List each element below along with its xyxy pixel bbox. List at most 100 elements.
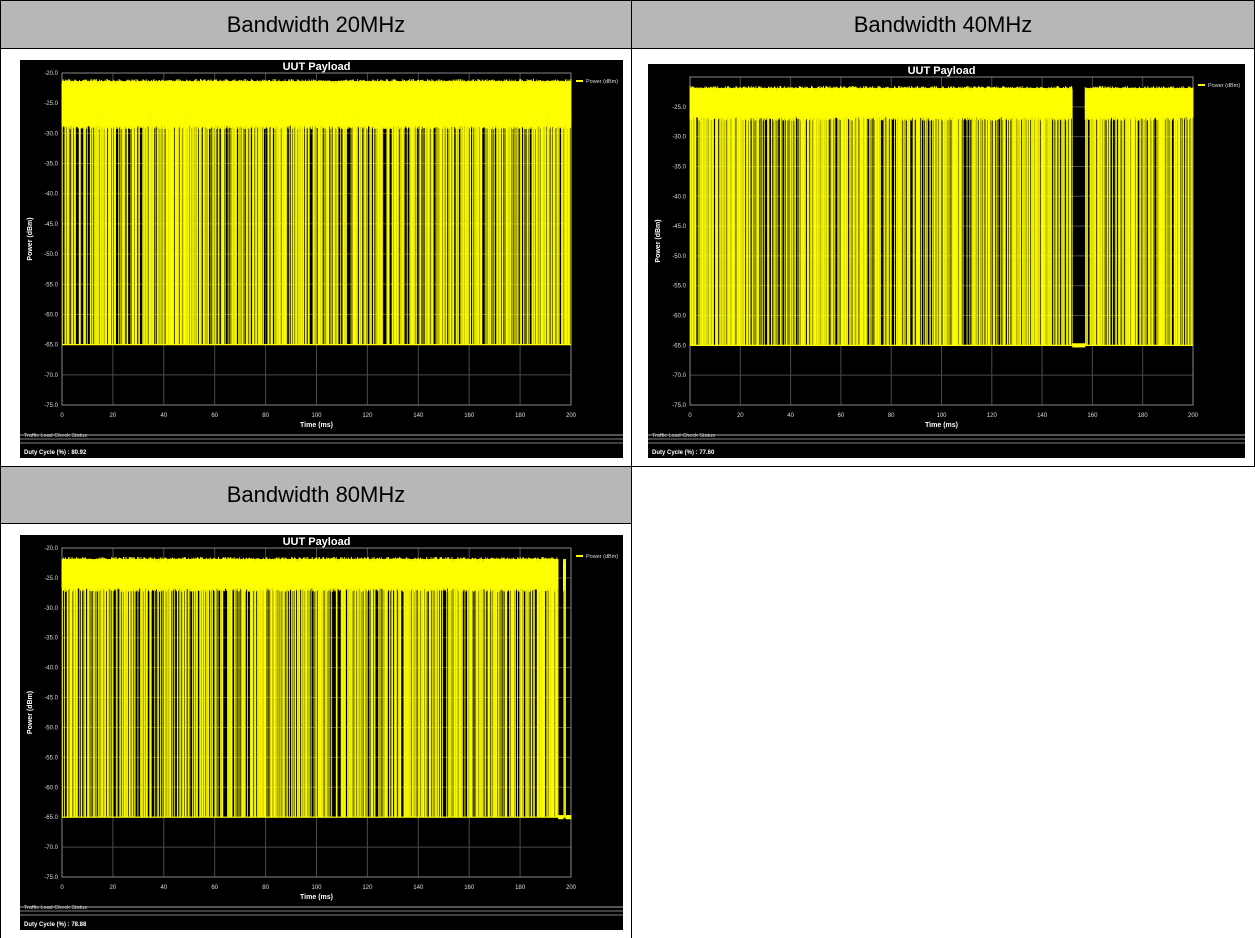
duty-cycle-label: Duty Cycle (%) : 80.92 xyxy=(24,450,87,456)
y-tick-label: -55.0 xyxy=(672,284,686,290)
x-tick-label: 80 xyxy=(262,885,269,891)
y-tick-label: -65.0 xyxy=(44,815,58,821)
header-bandwidth-40: Bandwidth 40MHz xyxy=(632,1,1254,48)
x-tick-label: 140 xyxy=(413,413,424,419)
x-tick-label: 180 xyxy=(515,885,526,891)
table-border-left xyxy=(0,0,1,938)
chart-title: UUT Payload xyxy=(283,536,351,548)
y-tick-label: -60.0 xyxy=(44,785,58,791)
y-tick-label: -35.0 xyxy=(44,162,58,168)
chart-80mhz: UUT Payload 0 20 40 60 80 100 120 140 160 180 200 -2… xyxy=(20,536,623,928)
y-tick-label: -25.0 xyxy=(672,105,686,111)
plot-area xyxy=(61,547,572,878)
x-axis-label: Time (ms) xyxy=(925,422,958,429)
burst-band xyxy=(563,558,566,581)
chart-panel-40mhz: UUT Payload 0 20 40 60 80 100 120 140 160 180 200 -2… xyxy=(648,64,1245,458)
power-trace xyxy=(689,85,1194,348)
x-tick-label: 100 xyxy=(311,885,322,891)
burst-band xyxy=(62,81,571,114)
x-tick-label: 60 xyxy=(211,413,218,419)
x-tick-label: 200 xyxy=(566,885,577,891)
y-tick-label: -20.0 xyxy=(44,71,58,77)
y-tick-label: -40.0 xyxy=(44,192,58,198)
y-tick-label: -25.0 xyxy=(44,101,58,107)
y-tick-label: -65.0 xyxy=(672,343,686,349)
power-trace xyxy=(61,556,572,820)
y-tick-label: -55.0 xyxy=(44,282,58,288)
x-tick-label: 140 xyxy=(1037,413,1048,419)
chart-panel-20mhz: UUT Payload 0 20 40 60 80 100 120 140 160 180 200 -2… xyxy=(20,60,623,458)
y-tick-label: -40.0 xyxy=(672,194,686,200)
x-tick-label: 100 xyxy=(936,413,947,419)
x-tick-label: 20 xyxy=(737,413,744,419)
y-axis-label: Power (dBm) xyxy=(27,217,34,260)
y-tick-label: -50.0 xyxy=(44,252,58,258)
y-tick-label: -75.0 xyxy=(44,875,58,881)
header-label: Bandwidth 20MHz xyxy=(226,11,406,37)
status-title: Traffic Load Check Status xyxy=(24,433,87,439)
y-tick-label: -70.0 xyxy=(672,373,686,379)
chart-title: UUT Payload xyxy=(283,61,351,73)
x-tick-label: 140 xyxy=(413,885,424,891)
y-tick-label: -50.0 xyxy=(44,725,58,731)
duty-cycle-label: Duty Cycle (%) : 77.60 xyxy=(652,450,715,456)
burst-band xyxy=(690,87,1073,110)
x-tick-label: 200 xyxy=(566,413,577,419)
x-tick-label: 200 xyxy=(1188,413,1199,419)
x-tick-label: 160 xyxy=(464,885,475,891)
y-tick-label: -45.0 xyxy=(44,696,58,702)
header-label: Bandwidth 40MHz xyxy=(853,11,1033,37)
power-trace xyxy=(61,79,572,346)
legend-label: Power (dBm) xyxy=(586,554,618,560)
y-tick-label: -60.0 xyxy=(44,312,58,318)
chart-40mhz: UUT Payload 0 20 40 60 80 100 120 140 160 180 200 -2… xyxy=(648,65,1245,456)
y-tick-label: -30.0 xyxy=(44,606,58,612)
x-tick-label: 20 xyxy=(110,413,117,419)
x-tick-label: 120 xyxy=(987,413,998,419)
x-tick-label: 40 xyxy=(160,413,167,419)
burst-band xyxy=(62,558,559,581)
legend-label: Power (dBm) xyxy=(1208,83,1240,89)
y-tick-label: -70.0 xyxy=(44,373,58,379)
y-tick-label: -30.0 xyxy=(672,135,686,141)
table-row-divider-3 xyxy=(0,523,632,524)
chart-20mhz: UUT Payload 0 20 40 60 80 100 120 140 160 180 200 -2… xyxy=(20,61,623,456)
y-axis-label: Power (dBm) xyxy=(27,691,34,734)
y-tick-label: -75.0 xyxy=(672,403,686,409)
chart-title: UUT Payload xyxy=(908,65,976,77)
x-tick-label: 20 xyxy=(110,885,117,891)
x-tick-label: 60 xyxy=(211,885,218,891)
table-row-divider-1 xyxy=(0,48,1255,49)
header-bandwidth-80: Bandwidth 80MHz xyxy=(1,467,631,523)
table-border-top xyxy=(0,0,1255,1)
y-tick-label: -55.0 xyxy=(44,755,58,761)
y-tick-label: -20.0 xyxy=(44,546,58,552)
x-tick-label: 160 xyxy=(464,413,475,419)
x-tick-label: 180 xyxy=(1138,413,1149,419)
y-axis-label: Power (dBm) xyxy=(655,219,662,262)
legend-label: Power (dBm) xyxy=(586,79,618,85)
y-tick-label: -45.0 xyxy=(44,222,58,228)
y-tick-label: -40.0 xyxy=(44,666,58,672)
table-row-divider-2 xyxy=(0,466,1255,467)
x-tick-label: 0 xyxy=(60,885,64,891)
y-tick-label: -35.0 xyxy=(44,636,58,642)
x-tick-label: 120 xyxy=(362,885,373,891)
y-tick-label: -30.0 xyxy=(44,131,58,137)
chart-panel-80mhz: UUT Payload 0 20 40 60 80 100 120 140 160 180 200 -2… xyxy=(20,535,623,930)
y-tick-label: -50.0 xyxy=(672,254,686,260)
x-tick-label: 0 xyxy=(60,413,64,419)
header-bandwidth-20: Bandwidth 20MHz xyxy=(1,1,631,48)
y-tick-label: -45.0 xyxy=(672,224,686,230)
x-axis-label: Time (ms) xyxy=(300,894,333,901)
y-tick-label: -35.0 xyxy=(672,164,686,170)
y-tick-label: -65.0 xyxy=(44,343,58,349)
y-tick-label: -75.0 xyxy=(44,403,58,409)
x-axis-label: Time (ms) xyxy=(300,422,333,429)
y-tick-label: -70.0 xyxy=(44,845,58,851)
x-tick-label: 120 xyxy=(362,413,373,419)
x-tick-label: 160 xyxy=(1087,413,1098,419)
x-tick-label: 60 xyxy=(838,413,845,419)
x-tick-label: 80 xyxy=(888,413,895,419)
burst-band xyxy=(1084,87,1193,110)
